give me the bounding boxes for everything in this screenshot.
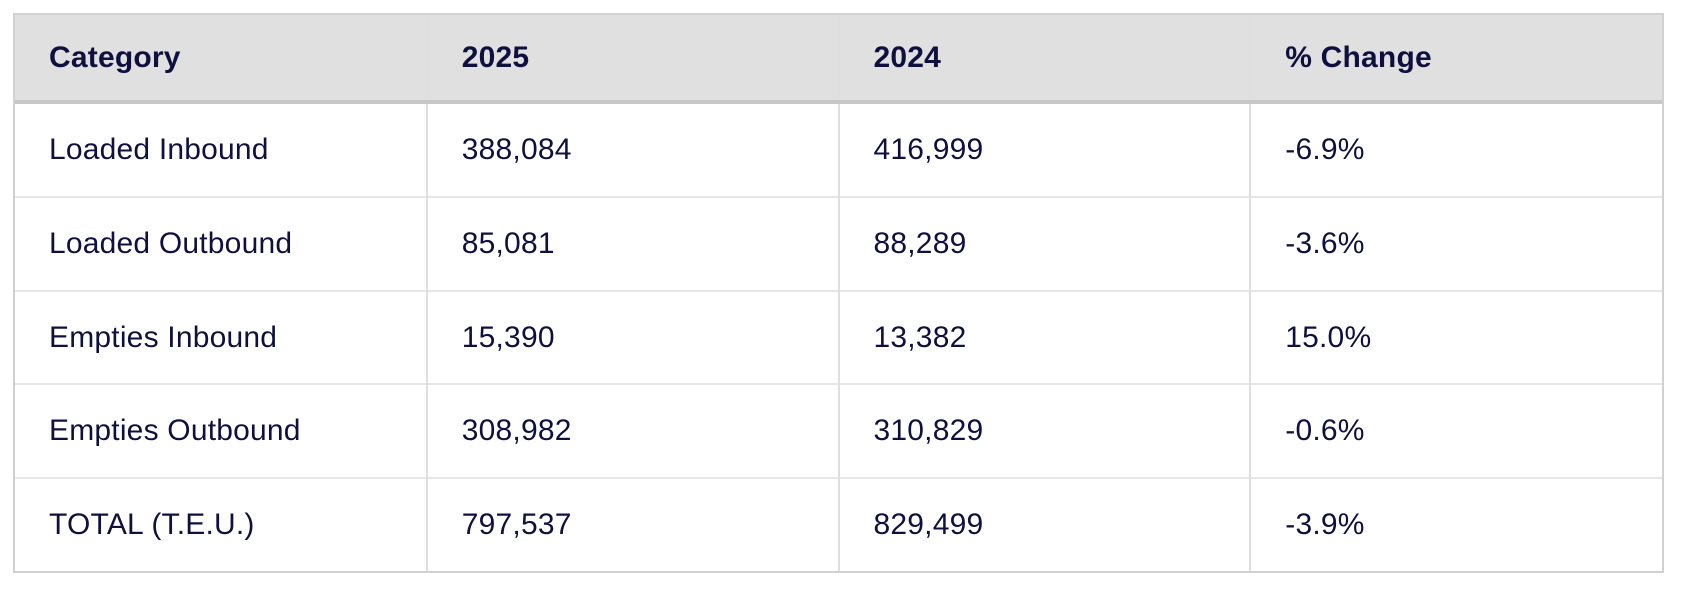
table-row-empties-outbound: Empties Outbound 308,982 310,829 -0.6% <box>15 383 1662 479</box>
cell-pct-change: -6.9% <box>1250 102 1662 197</box>
col-header-2024: 2024 <box>838 15 1252 104</box>
table-row-loaded-outbound: Loaded Outbound 85,081 88,289 -3.6% <box>15 195 1662 291</box>
cell-category: Loaded Inbound <box>15 102 428 197</box>
cell-pct-change: -3.9% <box>1250 477 1662 571</box>
teu-volume-table: Category 2025 2024 % Change Loaded Inbou… <box>15 15 1662 571</box>
table-header: Category 2025 2024 % Change <box>15 15 1662 104</box>
cell-pct-change: -3.6% <box>1250 195 1662 291</box>
cell-2025-value: 15,390 <box>426 289 840 385</box>
cell-2025-value: 308,982 <box>426 383 840 479</box>
col-header-pct-change: % Change <box>1250 15 1662 104</box>
cell-2024-value: 13,382 <box>838 289 1252 385</box>
cell-2025-value: 388,084 <box>426 102 840 197</box>
cell-2025-value: 85,081 <box>426 195 840 291</box>
cell-category: TOTAL (T.E.U.) <box>15 477 428 571</box>
cell-category: Loaded Outbound <box>15 195 428 291</box>
cell-2024-value: 310,829 <box>838 383 1252 479</box>
cell-category: Empties Inbound <box>15 289 428 385</box>
header-row: Category 2025 2024 % Change <box>15 15 1662 104</box>
table-body: Loaded Inbound 388,084 416,999 -6.9% Loa… <box>15 102 1662 571</box>
cell-2024-value: 88,289 <box>838 195 1252 291</box>
cell-pct-change: -0.6% <box>1250 383 1662 479</box>
cell-2025-value: 797,537 <box>426 477 840 571</box>
col-header-2025: 2025 <box>426 15 840 104</box>
table-row-empties-inbound: Empties Inbound 15,390 13,382 15.0% <box>15 289 1662 385</box>
cell-category: Empties Outbound <box>15 383 428 479</box>
cell-pct-change: 15.0% <box>1250 289 1662 385</box>
cell-2024-value: 829,499 <box>838 477 1252 571</box>
cell-2024-value: 416,999 <box>838 102 1252 197</box>
col-header-category: Category <box>15 15 428 104</box>
teu-volume-table-container: Category 2025 2024 % Change Loaded Inbou… <box>13 13 1664 573</box>
table-row-total-teu: TOTAL (T.E.U.) 797,537 829,499 -3.9% <box>15 477 1662 571</box>
table-row-loaded-inbound: Loaded Inbound 388,084 416,999 -6.9% <box>15 102 1662 197</box>
